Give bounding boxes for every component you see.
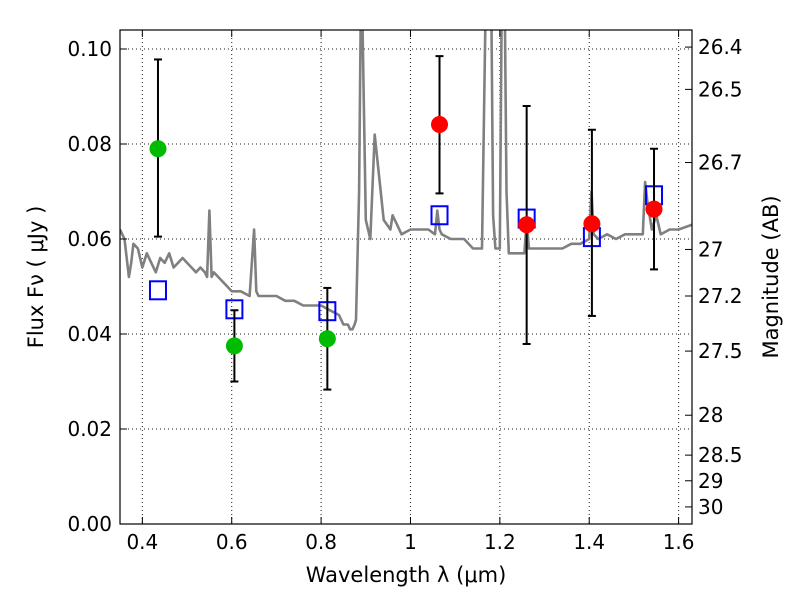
x-tick-label: 0.6 [216, 530, 248, 554]
y2-tick-label: 28.5 [698, 443, 743, 467]
model-spectrum-line [120, 30, 692, 331]
y2-tick-label: 27.2 [698, 284, 743, 308]
model-flux-square [430, 205, 449, 226]
y-tick-label: 0.06 [67, 227, 112, 251]
y2-tick-label: 26.7 [698, 151, 743, 175]
x-tick-label: 1.2 [484, 530, 516, 554]
y2-axis-label: Magnitude (AB) [759, 195, 783, 358]
y-tick-label: 0.00 [67, 512, 112, 536]
x-tick-label: 1.4 [573, 530, 605, 554]
photometry-point [645, 200, 663, 218]
x-tick-label: 0.4 [126, 530, 158, 554]
y2-tick-label: 30 [698, 495, 723, 519]
y-tick-label: 0.10 [67, 37, 112, 61]
photometry-point [431, 116, 449, 134]
y2-tick-label: 26.4 [698, 35, 743, 59]
photometry-point [583, 215, 601, 233]
y-tick-label: 0.08 [67, 132, 112, 156]
photometry-point [225, 337, 243, 355]
y-tick-label: 0.04 [67, 322, 112, 346]
photometry-point [518, 216, 536, 234]
y2-tick-label: 27.5 [698, 339, 743, 363]
x-axis-label: Wavelength λ (μm) [306, 563, 507, 587]
y2-tick-label: 28 [698, 403, 723, 427]
x-tick-label: 0.8 [305, 530, 337, 554]
plot-frame [119, 29, 693, 525]
y2-tick-label: 29 [698, 469, 723, 493]
y2-tick-label: 26.5 [698, 77, 743, 101]
y-tick-label: 0.02 [67, 417, 112, 441]
x-tick-label: 1.6 [663, 530, 695, 554]
data-layer [120, 30, 692, 391]
photometry-point [318, 330, 336, 348]
y2-tick-label: 27 [698, 237, 723, 261]
x-tick-label: 1 [404, 530, 417, 554]
photometry-point [149, 140, 167, 158]
axis-ticks: 0.4 0.6 0.8 1 1.2 1.4 1.6 0.00 0.02 0.04 0.06 0.08 0… [67, 30, 743, 554]
y-axis-label: Flux Fν ( μJy ) [24, 206, 48, 349]
model-flux-square [148, 280, 167, 301]
